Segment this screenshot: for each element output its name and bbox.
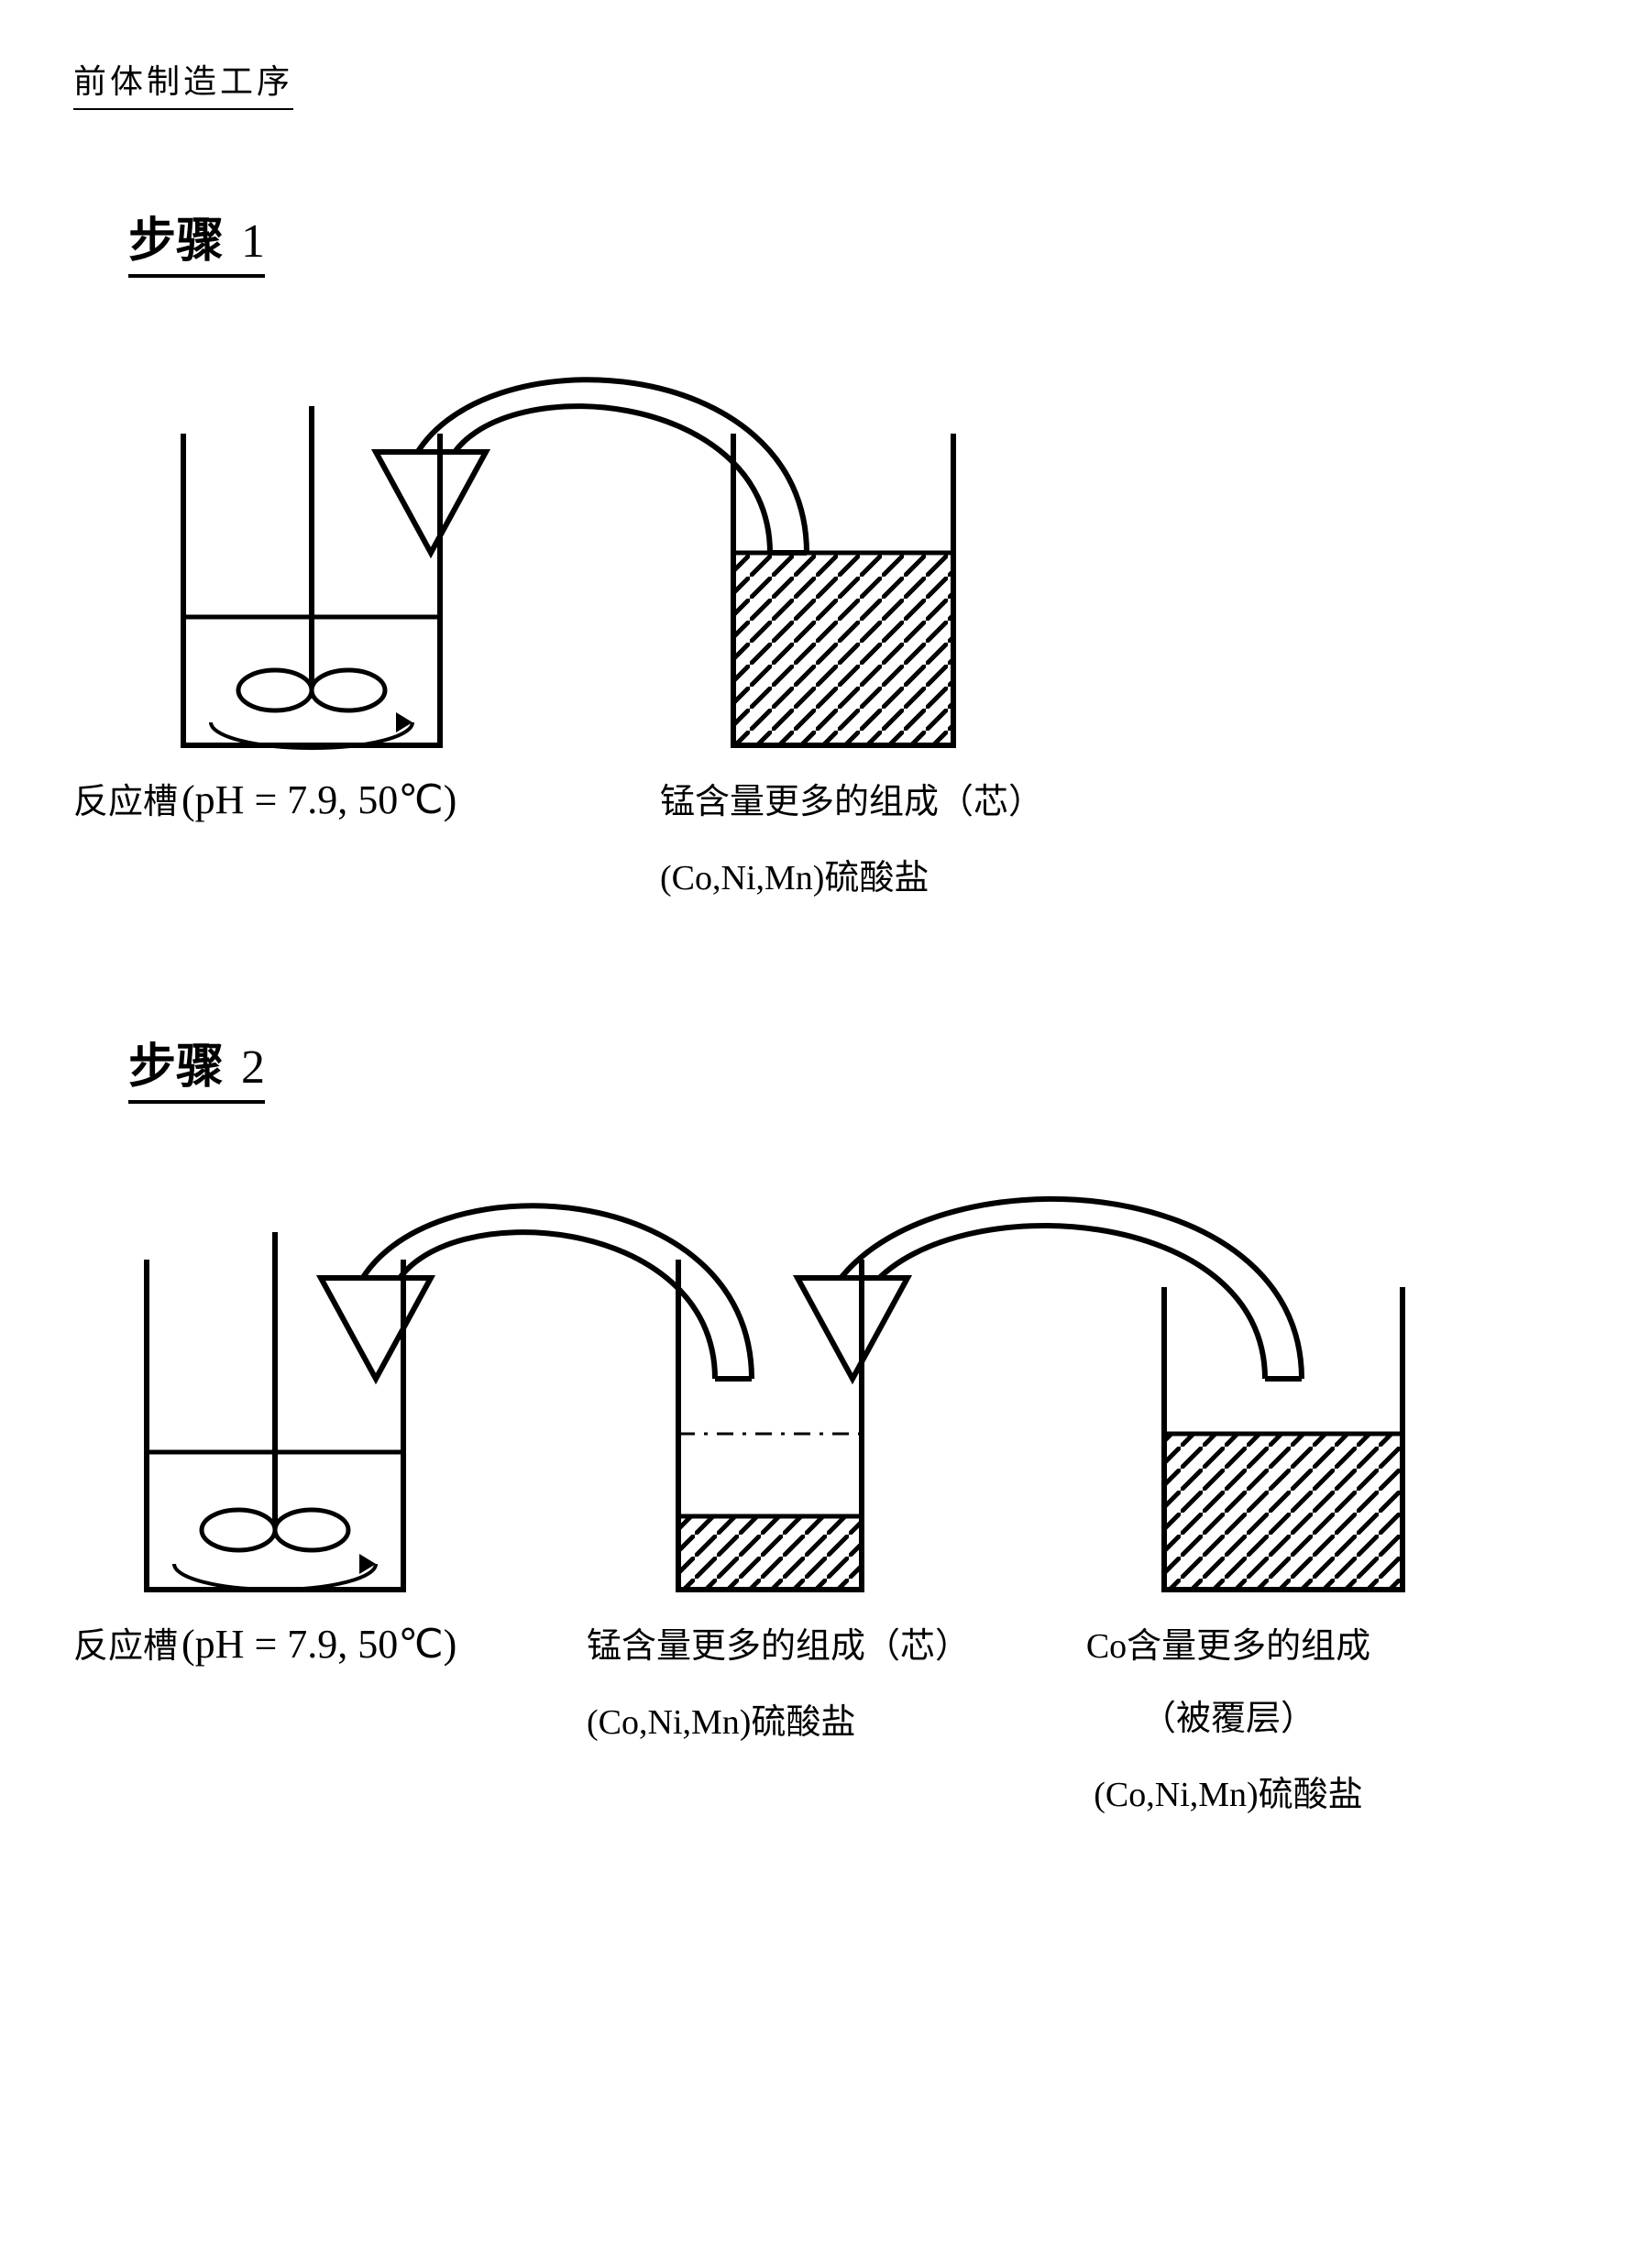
reactor-cond: (pH = 7.9, 50℃): [182, 777, 456, 822]
beaker-right-label: Co含量更多的组成 （被覆层） (Co,Ni,Mn)硫酸盐: [1027, 1617, 1430, 1816]
reactor-cond2: (pH = 7.9, 50℃): [182, 1622, 456, 1667]
beaker-svg: [706, 379, 981, 764]
reactor-label-cn2: 反应槽: [73, 1627, 178, 1666]
reactor-step2: [110, 1205, 440, 1608]
beaker-step2-middle: [651, 1205, 889, 1608]
page-title: 前体制造工序: [73, 55, 1566, 110]
beaker-label-step1: 锰含量更多的组成（芯） (Co,Ni,Mn)硫酸盐: [660, 773, 1043, 899]
step-1-diagram: [73, 287, 1566, 764]
beaker-step1: [706, 379, 981, 764]
step-2-heading-num: 2: [241, 1041, 265, 1094]
step1-labels: 反应槽 (pH = 7.9, 50℃) 锰含量更多的组成（芯） (Co,Ni,M…: [73, 773, 1566, 899]
reactor-label-step1: 反应槽 (pH = 7.9, 50℃): [73, 773, 623, 899]
beaker-mid-label: 锰含量更多的组成（芯） (Co,Ni,Mn)硫酸盐: [587, 1617, 1027, 1744]
reactor-label-cn: 反应槽: [73, 783, 178, 821]
right-line1b: （被覆层）: [1027, 1690, 1430, 1740]
reactor-label-step2: 反应槽 (pH = 7.9, 50℃): [73, 1617, 587, 1668]
step-1-block: 步骤 1: [73, 202, 1566, 899]
beaker-mid-svg: [651, 1205, 889, 1608]
mid-line1: 锰含量更多的组成（芯）: [587, 1617, 1027, 1668]
reactor-step1: [147, 379, 477, 764]
step-2-heading: 步骤 2: [128, 1028, 265, 1104]
step-1-heading-text: 步骤: [128, 215, 224, 268]
reactor-svg: [147, 379, 477, 764]
right-line1: Co含量更多的组成: [1027, 1617, 1430, 1668]
step-2-diagram: [73, 1113, 1566, 1608]
step-2-block: 步骤 2: [73, 1028, 1566, 1816]
reactor-svg2: [110, 1205, 440, 1608]
beaker1-line2: (Co,Ni,Mn)硫酸盐: [660, 849, 1043, 899]
title-text: 前体制造工序: [73, 55, 293, 110]
step-1-heading: 步骤 1: [128, 202, 265, 278]
mid-line2: (Co,Ni,Mn)硫酸盐: [587, 1693, 1027, 1744]
beaker-right-svg: [1137, 1205, 1430, 1608]
step-2-heading-text: 步骤: [128, 1041, 224, 1094]
step2-labels: 反应槽 (pH = 7.9, 50℃) 锰含量更多的组成（芯） (Co,Ni,M…: [73, 1617, 1566, 1816]
beaker-step2-right: [1137, 1205, 1430, 1608]
right-line2: (Co,Ni,Mn)硫酸盐: [1027, 1766, 1430, 1816]
beaker1-line1: 锰含量更多的组成（芯）: [660, 773, 1043, 823]
step-1-heading-num: 1: [241, 215, 265, 268]
